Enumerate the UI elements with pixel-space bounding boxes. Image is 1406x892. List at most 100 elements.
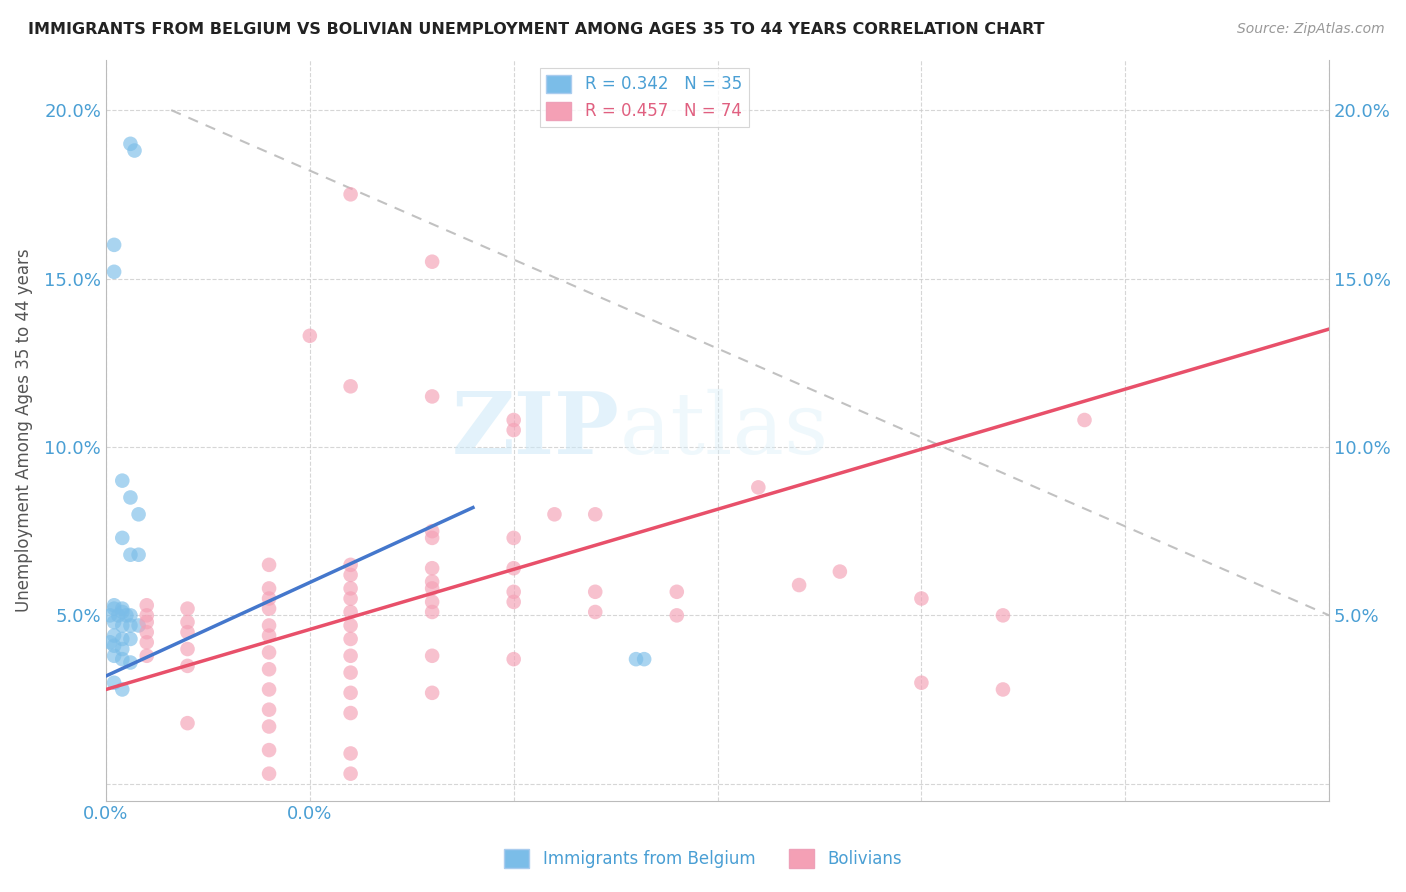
Point <box>111 642 134 657</box>
Point <box>120 548 142 562</box>
Point <box>257 766 280 780</box>
Point <box>120 618 142 632</box>
Point <box>339 632 361 646</box>
Point <box>339 187 361 202</box>
Point <box>583 584 606 599</box>
Point <box>257 558 280 572</box>
Point <box>111 618 134 632</box>
Point <box>339 618 361 632</box>
Point <box>420 605 443 619</box>
Point <box>257 743 280 757</box>
Point <box>339 605 361 619</box>
Point <box>339 706 361 720</box>
Point <box>339 379 361 393</box>
Point <box>339 648 361 663</box>
Point <box>176 601 198 615</box>
Point <box>111 652 134 666</box>
Point <box>502 531 524 545</box>
Point <box>103 629 125 643</box>
Point <box>135 615 157 629</box>
Point <box>298 328 321 343</box>
Point <box>98 635 121 649</box>
Point <box>135 635 157 649</box>
Point <box>502 423 524 437</box>
Legend: R = 0.342   N = 35, R = 0.457   N = 74: R = 0.342 N = 35, R = 0.457 N = 74 <box>540 68 748 127</box>
Point <box>124 144 146 158</box>
Point <box>420 561 443 575</box>
Point <box>111 531 134 545</box>
Point <box>420 531 443 545</box>
Point <box>339 568 361 582</box>
Point <box>176 642 198 657</box>
Point <box>103 639 125 653</box>
Point <box>135 599 157 613</box>
Point <box>120 632 142 646</box>
Point <box>257 662 280 676</box>
Point <box>257 601 280 615</box>
Point <box>339 665 361 680</box>
Point <box>665 584 688 599</box>
Point <box>339 686 361 700</box>
Point <box>176 716 198 731</box>
Point <box>991 608 1014 623</box>
Point <box>420 524 443 538</box>
Point <box>665 608 688 623</box>
Point <box>257 645 280 659</box>
Point <box>583 508 606 522</box>
Point <box>339 591 361 606</box>
Point <box>339 558 361 572</box>
Point <box>1073 413 1095 427</box>
Point <box>339 747 361 761</box>
Point <box>420 595 443 609</box>
Point <box>624 652 647 666</box>
Point <box>910 675 932 690</box>
Point <box>107 608 129 623</box>
Point <box>420 582 443 596</box>
Point <box>787 578 810 592</box>
Point <box>420 254 443 268</box>
Point <box>176 659 198 673</box>
Point <box>111 632 134 646</box>
Legend: Immigrants from Belgium, Bolivians: Immigrants from Belgium, Bolivians <box>498 843 908 875</box>
Point <box>111 474 134 488</box>
Point <box>502 561 524 575</box>
Point <box>111 601 134 615</box>
Point <box>120 608 142 623</box>
Point <box>420 574 443 589</box>
Point <box>135 648 157 663</box>
Text: atlas: atlas <box>620 389 828 472</box>
Point <box>502 595 524 609</box>
Point <box>128 548 150 562</box>
Point <box>583 605 606 619</box>
Point <box>747 480 769 494</box>
Point <box>111 605 134 619</box>
Point <box>98 608 121 623</box>
Point <box>910 591 932 606</box>
Point <box>420 686 443 700</box>
Point <box>257 582 280 596</box>
Point <box>420 389 443 403</box>
Point <box>991 682 1014 697</box>
Point <box>257 629 280 643</box>
Point <box>103 648 125 663</box>
Point <box>103 675 125 690</box>
Point <box>176 615 198 629</box>
Point <box>115 608 138 623</box>
Point <box>339 582 361 596</box>
Point <box>111 682 134 697</box>
Point <box>502 584 524 599</box>
Text: Source: ZipAtlas.com: Source: ZipAtlas.com <box>1237 22 1385 37</box>
Point <box>128 508 150 522</box>
Point <box>103 601 125 615</box>
Point <box>103 238 125 252</box>
Point <box>103 265 125 279</box>
Point <box>257 591 280 606</box>
Point <box>257 719 280 733</box>
Point <box>128 618 150 632</box>
Point <box>135 625 157 640</box>
Point <box>502 652 524 666</box>
Point <box>502 413 524 427</box>
Point <box>339 766 361 780</box>
Point <box>257 703 280 717</box>
Point <box>257 618 280 632</box>
